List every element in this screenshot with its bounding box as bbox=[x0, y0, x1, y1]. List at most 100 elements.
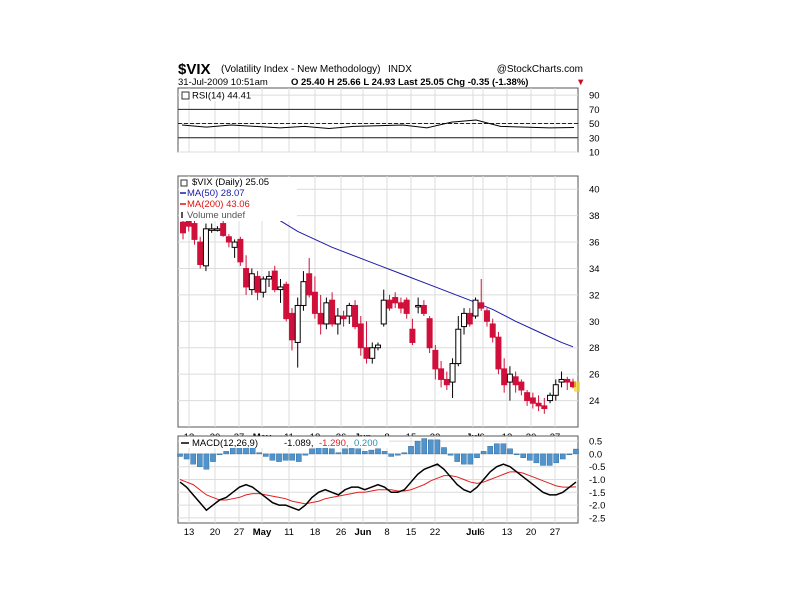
price-legend-main: $VIX (Daily) 25.05 bbox=[192, 177, 269, 188]
macd-histogram-bar bbox=[223, 451, 230, 455]
macd-histogram-bar bbox=[190, 453, 197, 465]
price-tick-label: 40 bbox=[589, 185, 600, 196]
candle-body bbox=[197, 241, 204, 266]
last-price-marker bbox=[574, 381, 580, 392]
candle-body bbox=[266, 275, 273, 280]
macd-signal-line bbox=[179, 471, 577, 505]
candle-body bbox=[552, 384, 559, 396]
candle-body bbox=[506, 373, 513, 383]
candle-body bbox=[288, 312, 295, 341]
rsi-tick-label: 70 bbox=[589, 105, 600, 116]
macd-histogram-bar bbox=[414, 440, 421, 455]
macd-histogram-bar bbox=[401, 452, 408, 455]
x-tick-label: 26 bbox=[336, 527, 347, 538]
rsi-tick-label: 10 bbox=[589, 148, 600, 159]
candle-body bbox=[220, 223, 227, 236]
brand-watermark: @StockCharts.com bbox=[497, 64, 583, 75]
rsi-legend-icon bbox=[181, 91, 190, 100]
macd-legend-signal: -1.290, bbox=[319, 438, 349, 449]
macd-histogram-bar bbox=[282, 453, 289, 461]
candle-body bbox=[535, 402, 542, 407]
candle-body bbox=[564, 378, 571, 383]
macd-histogram-bar bbox=[342, 448, 348, 455]
x-tick-label: 13 bbox=[502, 527, 513, 538]
price-tick-label: 28 bbox=[589, 343, 600, 354]
macd-histogram-bar bbox=[454, 453, 461, 462]
macd-histogram-bar bbox=[553, 453, 559, 464]
macd-histogram-bar bbox=[276, 453, 282, 462]
quote-datetime: 31-Jul-2009 10:51am bbox=[178, 77, 268, 88]
x-tick-label: 20 bbox=[210, 527, 221, 538]
x-tick-label: Jul bbox=[466, 527, 480, 538]
macd-histogram-bar bbox=[381, 451, 388, 455]
rsi-line bbox=[181, 119, 575, 130]
candle-body bbox=[495, 336, 502, 370]
macd-tick-label: -2.0 bbox=[589, 501, 605, 512]
macd-x-axis: 13 20 27 May 11 18 26 Jun 8 15 22 Jul 6 13 20 27 bbox=[184, 527, 561, 538]
macd-histogram-bar bbox=[362, 451, 368, 455]
macd-histogram-bar bbox=[428, 439, 434, 455]
macd-histogram-bar bbox=[441, 447, 447, 455]
macd-tick-label: -1.0 bbox=[589, 475, 605, 486]
rsi-panel: 90 70 50 30 10 RSI(14) 44.41 bbox=[177, 87, 600, 159]
macd-histogram-bar bbox=[296, 453, 302, 462]
candle-body bbox=[306, 273, 313, 296]
candle-body bbox=[231, 241, 238, 248]
candle-body bbox=[277, 286, 284, 291]
candle-body bbox=[346, 304, 353, 317]
candle-body bbox=[524, 392, 531, 402]
candle-body bbox=[432, 349, 439, 370]
macd-histogram-bar bbox=[540, 453, 546, 466]
macd-histogram-bar bbox=[566, 453, 573, 455]
x-tick-label: 18 bbox=[310, 527, 321, 538]
macd-histogram-bar bbox=[177, 453, 183, 457]
candle-body bbox=[489, 323, 496, 338]
candle-body bbox=[369, 347, 376, 359]
x-tick-label: 13 bbox=[184, 527, 195, 538]
exchange-label: INDX bbox=[388, 64, 412, 75]
candle-body bbox=[397, 302, 404, 309]
macd-histogram-bar bbox=[500, 443, 507, 455]
macd-histogram-bar bbox=[474, 453, 480, 458]
volume-legend: Volume undef bbox=[187, 210, 245, 221]
x-tick-label: 11 bbox=[284, 527, 294, 538]
ma50-legend: MA(50) 28.07 bbox=[187, 188, 245, 199]
candle-body bbox=[260, 278, 267, 293]
macd-histogram-bar bbox=[520, 453, 526, 458]
rsi-legend-bg bbox=[180, 90, 250, 101]
macd-histogram-bar bbox=[560, 453, 566, 460]
candle-body bbox=[334, 315, 341, 325]
candle-body bbox=[237, 238, 244, 263]
candle-body bbox=[283, 283, 290, 320]
candle-body bbox=[455, 328, 462, 365]
candle-body bbox=[426, 318, 433, 349]
macd-line bbox=[179, 463, 577, 512]
candle-body bbox=[403, 299, 410, 314]
candle-body bbox=[317, 312, 324, 325]
candle-body bbox=[461, 312, 468, 328]
macd-histogram-bar bbox=[335, 452, 342, 455]
candle-body bbox=[191, 223, 198, 240]
candle-body bbox=[352, 304, 359, 328]
candle-legend-icon bbox=[180, 179, 188, 187]
macd-tick-label: 0.0 bbox=[589, 449, 602, 460]
price-tick-label: 30 bbox=[589, 317, 600, 328]
macd-histogram-bar bbox=[395, 453, 401, 456]
macd-histogram-bar bbox=[329, 448, 335, 455]
candle-body bbox=[202, 228, 209, 267]
macd-tick-label: -2.5 bbox=[589, 513, 605, 524]
quote-ohlc: O 25.40 H 25.66 L 24.93 Last 25.05 Chg -… bbox=[291, 77, 528, 88]
macd-histogram-bar bbox=[302, 453, 309, 456]
macd-histogram-bar bbox=[408, 446, 414, 455]
ma50-line bbox=[234, 180, 574, 348]
x-tick-label: 20 bbox=[526, 527, 537, 538]
price-legend-bg bbox=[179, 177, 297, 221]
candle-body bbox=[380, 299, 387, 325]
rsi-tick-label: 50 bbox=[589, 119, 600, 130]
macd-histogram-bar bbox=[533, 453, 540, 464]
macd-histogram-bar bbox=[434, 439, 441, 455]
x-tick-label: 15 bbox=[406, 527, 417, 538]
x-tick-label: 27 bbox=[234, 527, 245, 538]
price-tick-label: 24 bbox=[589, 396, 600, 407]
macd-tick-label: -0.5 bbox=[589, 462, 605, 473]
